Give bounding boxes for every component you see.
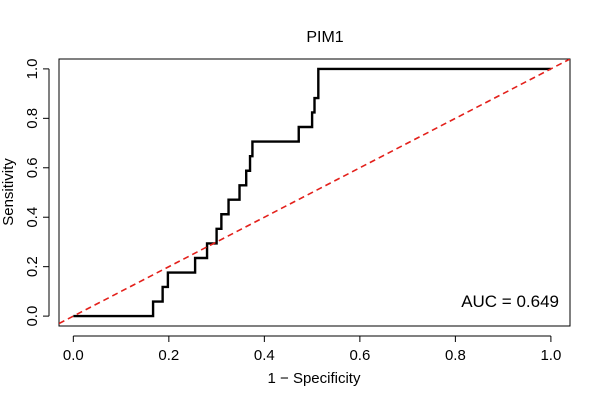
x-tick-label: 0.0	[63, 347, 84, 364]
x-tick-label: 0.4	[254, 347, 275, 364]
y-tick-label: 0.0	[24, 306, 41, 327]
x-tick-label: 0.6	[349, 347, 370, 364]
x-tick-label: 0.2	[158, 347, 179, 364]
series-layer	[59, 59, 570, 325]
x-axis-label: 1 − Specificity	[268, 370, 361, 387]
auc-annotation: AUC = 0.649	[461, 292, 559, 311]
y-tick-label: 0.6	[24, 157, 41, 178]
reference-diagonal-line	[59, 59, 570, 325]
x-axis: 0.0 0.2 0.4 0.6 0.8 1.0	[63, 335, 561, 364]
y-axis-label: Sensitivity	[0, 158, 17, 226]
y-axis: 0.0 0.2 0.4 0.6 0.8 1.0	[24, 58, 50, 327]
chart-title: PIM1	[306, 29, 343, 46]
roc-curve	[73, 67, 551, 318]
x-tick-label: 1.0	[540, 347, 561, 364]
y-tick-label: 0.2	[24, 256, 41, 277]
y-tick-label: 0.4	[24, 207, 41, 228]
x-tick-label: 0.8	[445, 347, 466, 364]
y-tick-label: 1.0	[24, 58, 41, 79]
plot-frame	[58, 58, 571, 327]
y-tick-label: 0.8	[24, 108, 41, 129]
